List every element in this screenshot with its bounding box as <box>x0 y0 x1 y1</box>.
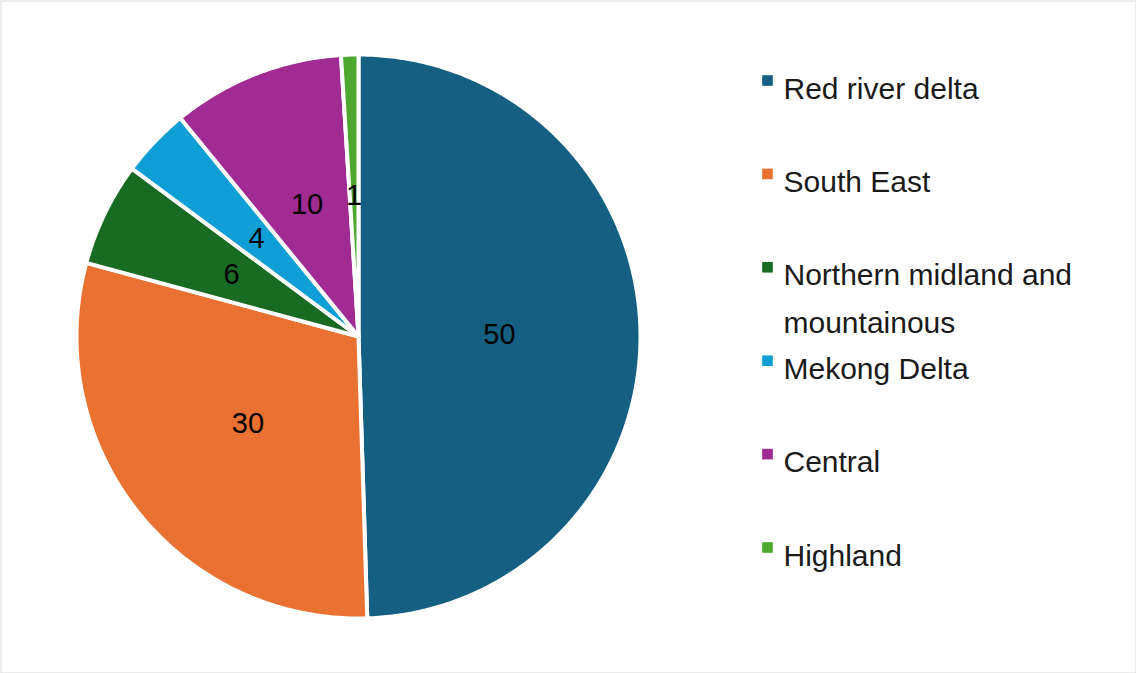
svg-text:6: 6 <box>224 258 240 290</box>
svg-text:Mekong Delta: Mekong Delta <box>784 352 969 385</box>
svg-text:Highland: Highland <box>784 539 902 572</box>
svg-text:Northern midland andmountainou: Northern midland andmountainous <box>784 258 1073 339</box>
svg-text:30: 30 <box>232 407 264 439</box>
svg-text:4: 4 <box>248 222 264 254</box>
svg-text:Central: Central <box>784 445 881 478</box>
svg-text:Red river delta: Red river delta <box>784 72 979 105</box>
svg-text:1: 1 <box>346 179 362 211</box>
svg-text:10: 10 <box>291 188 323 220</box>
svg-text:50: 50 <box>483 318 515 350</box>
svg-text:South East: South East <box>784 165 931 198</box>
